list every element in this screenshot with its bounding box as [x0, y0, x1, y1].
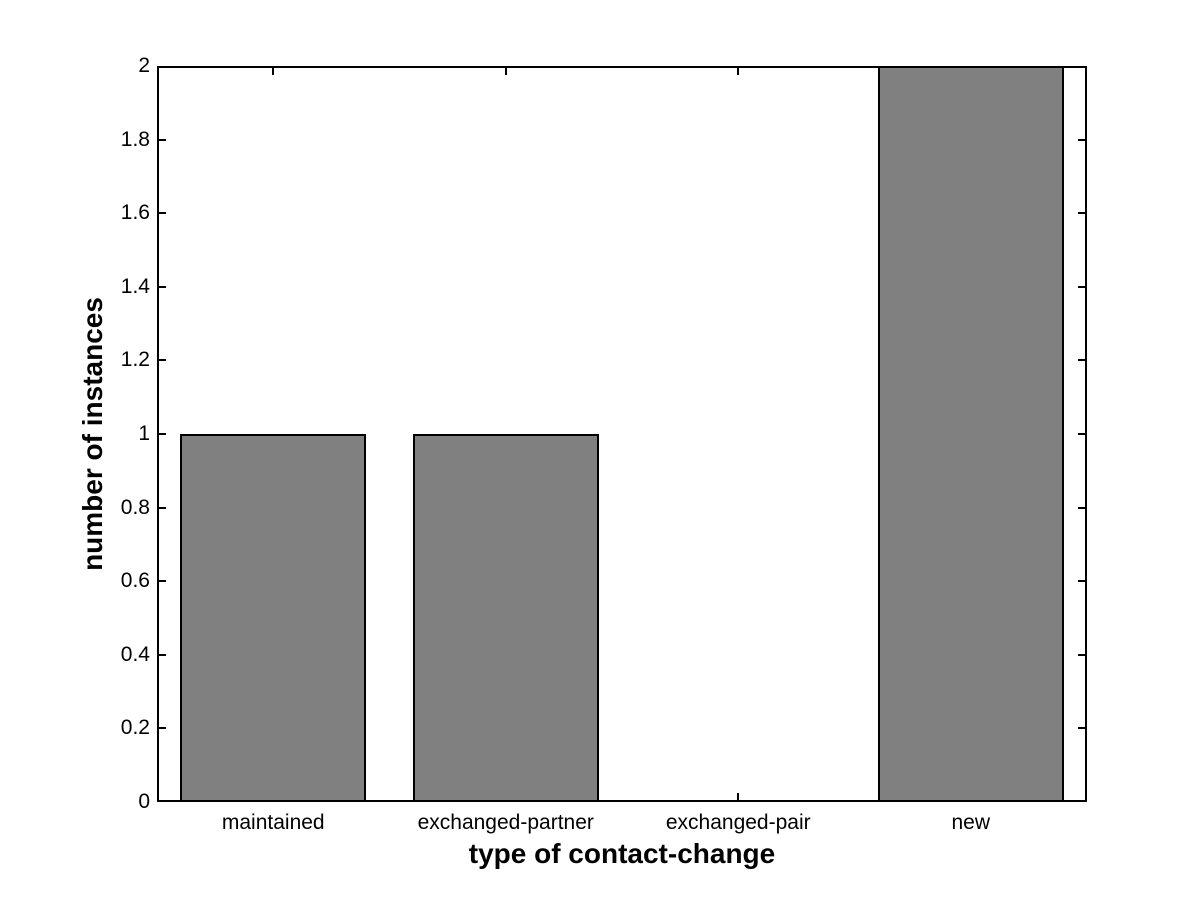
- y-tick-mark: [157, 359, 166, 362]
- x-tick-label: maintained: [221, 811, 325, 834]
- y-tick-mark: [157, 801, 166, 802]
- x-axis-label: type of contact-change: [468, 838, 776, 869]
- y-tick-mark: [1078, 138, 1087, 141]
- y-tick-mark: [157, 66, 166, 67]
- y-tick-label: 1.2: [120, 348, 150, 372]
- x-tick-mark: [737, 66, 740, 75]
- y-tick-label: 1: [138, 422, 150, 445]
- y-tick-label: 1.4: [120, 274, 150, 298]
- y-tick-mark: [157, 285, 166, 288]
- bar: [412, 434, 599, 802]
- y-tick-label: 0.4: [120, 642, 150, 666]
- y-tick-label: 0: [138, 790, 150, 813]
- y-tick-mark: [1078, 653, 1087, 656]
- y-tick-mark: [1078, 506, 1087, 509]
- y-tick-label: 1.6: [120, 201, 150, 225]
- y-tick-mark: [157, 653, 166, 656]
- x-tick-label: exchanged-partner: [417, 811, 594, 834]
- y-tick-mark: [1078, 580, 1087, 583]
- y-tick-mark: [157, 506, 166, 509]
- x-tick-label: exchanged-pair: [665, 811, 811, 834]
- x-tick-mark: [737, 793, 740, 802]
- y-tick-mark: [157, 580, 166, 583]
- y-tick-mark: [157, 433, 166, 435]
- y-tick-mark: [1078, 285, 1087, 288]
- y-tick-mark: [1078, 359, 1087, 362]
- y-tick-label: 0.2: [120, 716, 150, 740]
- y-tick-mark: [1078, 727, 1087, 730]
- y-tick-mark: [157, 727, 166, 730]
- x-tick-mark: [272, 66, 275, 75]
- y-tick-mark: [1078, 66, 1087, 67]
- y-tick-mark: [157, 212, 166, 215]
- x-tick-label: new: [951, 811, 991, 834]
- y-tick-mark: [1078, 212, 1087, 215]
- y-tick-mark: [157, 138, 166, 141]
- y-tick-label: 2: [138, 54, 150, 77]
- bar: [180, 434, 367, 802]
- plot-area: [157, 66, 1087, 802]
- y-tick-label: 1.8: [120, 127, 150, 151]
- y-tick-mark: [1078, 433, 1087, 435]
- bar: [877, 66, 1064, 802]
- y-tick-label: 0.6: [120, 569, 150, 593]
- y-tick-mark: [1078, 801, 1087, 802]
- x-tick-mark: [504, 66, 507, 75]
- y-tick-label: 0.8: [120, 495, 150, 519]
